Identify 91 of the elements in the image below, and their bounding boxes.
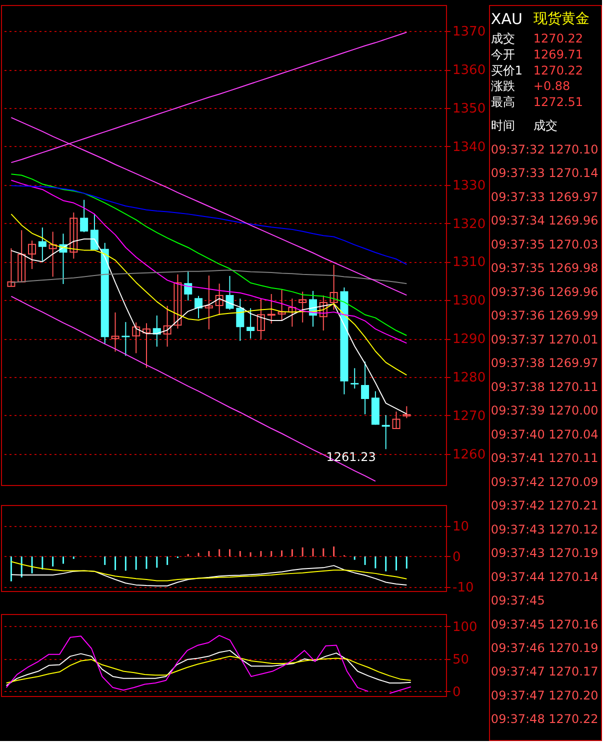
candlestick [361,361,370,415]
line-series [6,656,412,684]
text: 09:37:37 1270.01 [490,332,598,346]
text: 买价1 1270.22 [490,63,584,78]
y-tick-label: -10 [452,580,474,596]
text: 09:37:42 1270.09 [490,474,598,489]
text: 09:37:33 1270.14 [490,166,598,180]
y-tick-label: 1290 [452,332,486,348]
y-tick-label: 1360 [452,63,486,78]
y-tick-label: 1280 [452,370,486,386]
candlestick [226,275,234,310]
y-tick-label: 1370 [452,24,486,40]
candlestick [111,312,120,352]
candlestick [48,231,57,278]
line-series [10,296,376,482]
text: 09:37:33 1269.97 [490,190,598,204]
y-tick-label: 1350 [452,101,486,116]
text: 09:37:45 1270.16 [490,617,598,632]
line-series [6,650,412,686]
candlestick [330,264,338,310]
candlestick [18,230,26,282]
y-tick-label: 1260 [452,447,486,462]
annotation: 1261.23 [326,450,376,464]
candlestick [256,298,265,340]
candlestick [278,289,286,322]
candlestick [392,411,400,430]
candlestick [163,305,172,348]
text: 09:37:47 1270.17 [490,664,598,679]
y-tick-label: 1310 [452,255,486,270]
text: 涨跌 +0.88 [490,79,570,94]
candlestick [7,248,16,287]
y-tick-label: 1340 [452,140,486,155]
text: 09:37:40 1270.04 [490,427,598,442]
candlestick [132,322,140,354]
text: 09:37:43 1270.19 [490,546,598,560]
candlestick [267,294,276,324]
text: 09:37:36 1269.96 [490,284,598,299]
y-tick-label: 1300 [452,294,486,309]
text: 09:37:41 1270.11 [490,451,598,466]
candlestick [246,308,255,340]
candlestick [28,240,36,270]
candlestick [90,214,98,250]
y-tick-label: 0 [452,550,461,565]
candlestick [319,295,328,332]
text: 09:37:38 1269.97 [490,356,598,370]
text: 09:37:35 1269.98 [490,261,598,276]
candlestick [204,275,213,330]
line-series [10,185,408,265]
candlestick [236,298,244,342]
y-tick-label: 1270 [452,408,486,424]
candlestick [298,291,307,323]
candlestick [174,274,182,330]
candlestick [142,322,150,368]
line-series [10,561,408,582]
y-tick-label: 100 [452,620,478,635]
y-tick-label: 1320 [452,216,486,232]
text: XAU [490,10,522,28]
y-tick-label: 1330 [452,178,486,194]
text: 09:37:35 1270.03 [490,237,598,252]
candlestick [70,212,78,260]
text: 今开 1269.71 [490,47,584,62]
candlestick [350,368,359,390]
text: 现货黄金 [533,10,590,27]
text: 09:37:42 1270.21 [490,498,598,513]
text: 成交 1270.22 [490,32,584,46]
y-tick-label: 0 [452,684,461,700]
candlestick [38,227,46,262]
candlestick [80,199,88,233]
candlestick [194,295,203,319]
text: 09:37:48 1270.22 [490,712,598,726]
text: 09:37:34 1269.96 [490,214,598,228]
text: 09:37:38 1270.11 [490,380,598,394]
text: 09:37:32 1270.10 [490,142,598,156]
line-series [10,565,408,586]
candlestick [215,283,224,316]
y-tick-label: 10 [452,520,470,535]
text: 09:37:45 [490,594,545,608]
candlestick [382,414,390,450]
text: 09:37:43 1270.12 [490,522,598,536]
y-tick-label: 50 [452,652,470,668]
text: 最高 1272.51 [490,94,584,109]
candlestick [288,298,296,328]
text: 09:37:44 1270.14 [490,570,598,584]
line-series [10,214,408,376]
text: 09:37:36 1269.99 [490,308,598,323]
candlestick [184,270,192,302]
text: 09:37:46 1270.19 [490,641,598,655]
candlestick [402,406,411,419]
text: 09:37:39 1270.00 [490,404,598,418]
text: 09:37:47 1270.20 [490,688,598,702]
text: 时间 成交 [490,118,558,133]
